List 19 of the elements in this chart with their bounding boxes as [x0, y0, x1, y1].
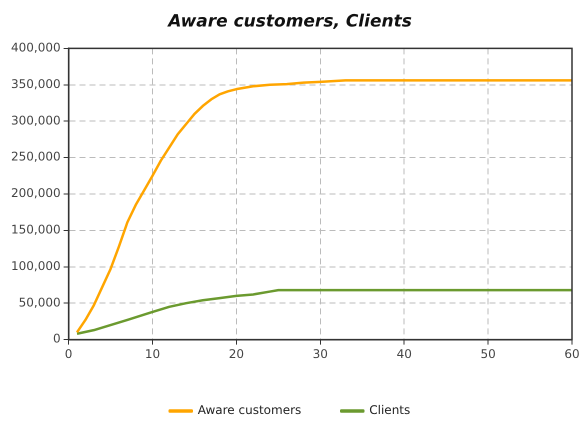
- chart-title: Aware customers, Clients: [166, 12, 412, 32]
- y-tick-label: 100,000: [11, 258, 61, 273]
- x-tick-label: 30: [312, 346, 328, 361]
- legend-label: Aware customers: [198, 403, 302, 418]
- y-tick-label: 300,000: [11, 113, 61, 128]
- y-tick-label: 0: [52, 332, 61, 346]
- x-tick-label: 50: [480, 346, 496, 361]
- legend-label: Clients: [369, 403, 410, 418]
- y-tick-label: 400,000: [11, 40, 61, 55]
- y-tick-label: 200,000: [11, 186, 61, 200]
- y-tick-label: 150,000: [11, 222, 61, 237]
- y-tick-label: 350,000: [11, 76, 61, 91]
- x-tick-label: 0: [64, 346, 72, 361]
- y-tick-label: 50,000: [18, 295, 61, 310]
- x-tick-label: 20: [228, 346, 244, 361]
- x-tick-label: 10: [144, 346, 160, 361]
- y-tick-label: 250,000: [11, 150, 61, 164]
- x-tick-label: 60: [564, 346, 580, 361]
- x-tick-label: 40: [396, 346, 412, 361]
